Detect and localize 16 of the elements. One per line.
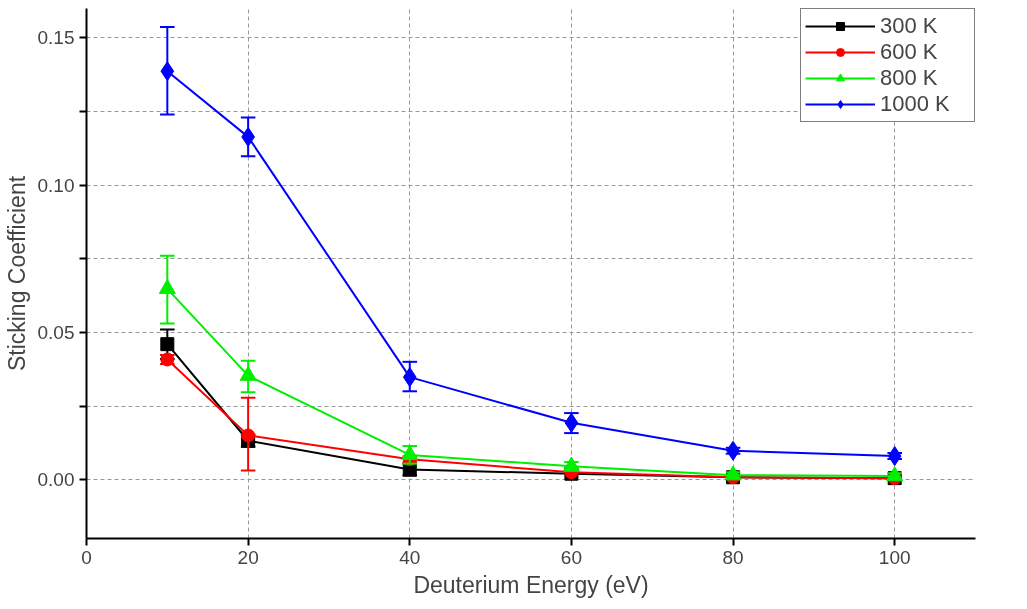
x-tick-label: 20: [237, 546, 259, 568]
x-axis-title: Deuterium Energy (eV): [413, 571, 649, 598]
x-tick-label: 0: [81, 546, 92, 568]
y-tick-label: 0.10: [37, 174, 75, 196]
legend-label: 300 K: [880, 13, 939, 39]
x-tick-label: 60: [560, 546, 582, 568]
legend-label: 1000 K: [880, 91, 951, 117]
legend-label: 600 K: [880, 39, 939, 65]
y-tick-label: 0.00: [37, 469, 75, 491]
y-tick-label: 0.05: [37, 321, 75, 343]
x-tick-label: 80: [722, 546, 744, 568]
y-axis-title: Sticking Coefficient: [3, 175, 30, 372]
legend-label: 800 K: [880, 65, 939, 91]
y-tick-label: 0.15: [37, 27, 75, 49]
x-tick-label: 40: [399, 546, 421, 568]
x-tick-label: 100: [878, 546, 911, 568]
